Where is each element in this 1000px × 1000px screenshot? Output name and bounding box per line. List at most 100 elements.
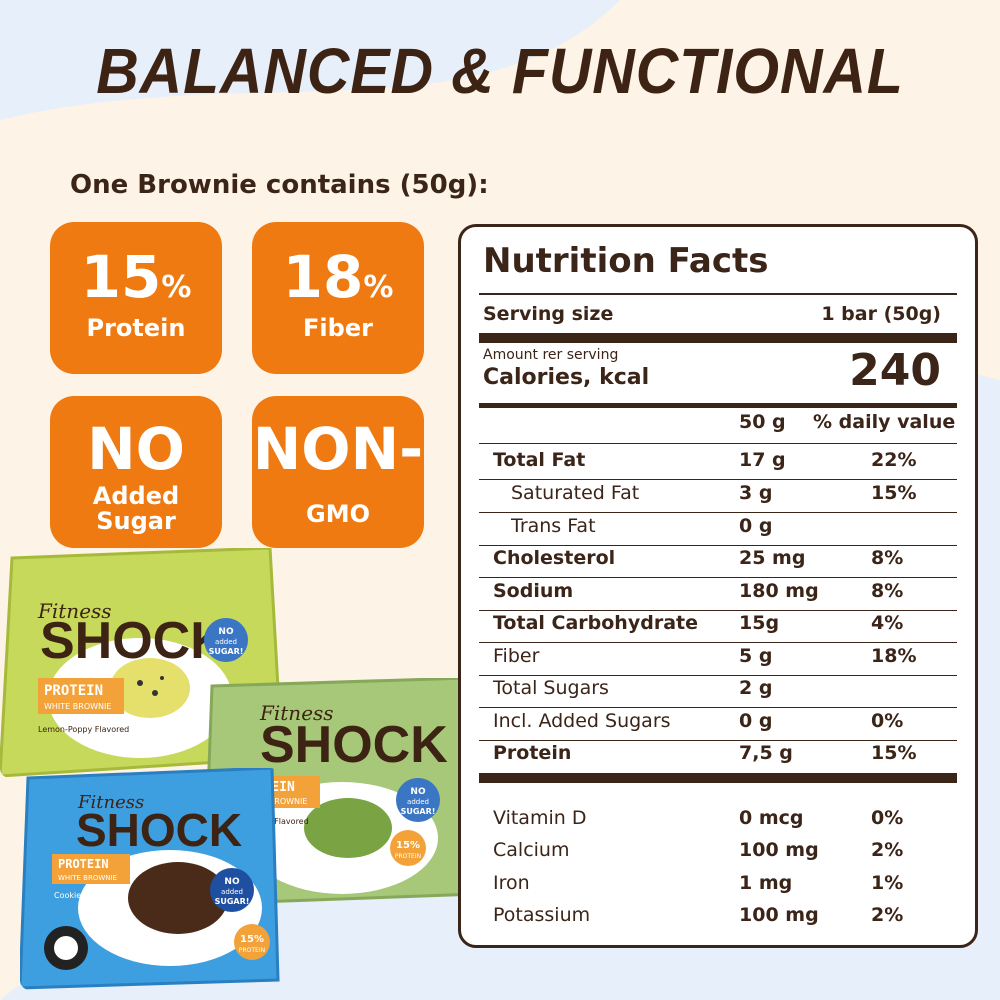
rule-row — [479, 512, 957, 513]
badge-fiber-value: 18 — [282, 243, 364, 311]
amount-per-serving-label: Amount rer serving — [483, 347, 619, 363]
vitamin-name: Iron — [493, 872, 530, 894]
nutrient-amount: 15g — [739, 612, 780, 634]
badge-added-label: Added — [92, 482, 180, 510]
nutrient-name: Total Sugars — [493, 677, 609, 699]
badge-fiber-label: Fiber — [303, 314, 373, 342]
nutrient-dv: 0% — [871, 710, 904, 732]
nutrient-amount: 25 mg — [739, 547, 806, 569]
nutrient-row: Cholesterol 25 mg 8% — [461, 547, 975, 579]
pack-cookie-brand: Fitness — [77, 792, 144, 813]
rule-row — [479, 577, 957, 578]
calories-label: Calories, kcal — [483, 365, 650, 390]
nutrient-name: Saturated Fat — [511, 482, 640, 504]
rule-vitamins — [479, 773, 957, 783]
pack-lemon-badge-added: added — [215, 638, 237, 646]
badge-no-added-sugar: NO Added Sugar — [50, 396, 222, 548]
pack-lemon-brand: Fitness — [37, 599, 112, 623]
pack-cookie-flavor: Cookie Cream — [54, 891, 110, 900]
badge-sugar-label: Sugar — [96, 507, 176, 536]
nutrient-name: Incl. Added Sugars — [493, 710, 671, 732]
pack-pistachio-protein-value: 15% — [396, 840, 420, 851]
serving-size-value: 1 bar (50g) — [821, 303, 941, 325]
vitamin-name: Vitamin D — [493, 807, 587, 829]
nutrient-amount: 180 mg — [739, 580, 819, 602]
rule-row — [479, 675, 957, 676]
vitamin-amount: 100 mg — [739, 904, 819, 926]
pack-pistachio-name: SHOCK — [260, 716, 448, 774]
nutrient-amount: 2 g — [739, 677, 773, 699]
nutrient-name: Fiber — [493, 645, 540, 667]
calories-value: 240 — [849, 345, 941, 396]
vitamin-name: Potassium — [493, 904, 591, 926]
vitamin-amount: 100 mg — [739, 839, 819, 861]
vitamin-dv: 2% — [871, 904, 904, 926]
badge-non-gmo: NON- GMO — [252, 396, 424, 548]
pack-lemon-badge-sugar: SUGAR! — [209, 647, 244, 656]
pack-pistachio-badge-no: NO — [410, 787, 426, 797]
rule-calories — [479, 403, 957, 408]
rule-row — [479, 545, 957, 546]
badge-protein-percent: % — [161, 270, 192, 305]
nutrient-name: Trans Fat — [511, 515, 596, 537]
nutrient-name: Protein — [493, 742, 572, 764]
nutrient-name: Sodium — [493, 580, 574, 602]
badge-non-value: NON- — [252, 415, 424, 483]
badge-fiber: 18% Fiber — [252, 222, 424, 374]
rule-row — [479, 479, 957, 480]
nutrient-row: Saturated Fat 3 g 15% — [461, 482, 975, 514]
rule-header — [479, 443, 957, 444]
column-header-row: 50 g % daily value — [461, 411, 975, 443]
pack-cookie-protein-value: 15% — [240, 934, 264, 945]
nutrient-row: Trans Fat 0 g — [461, 515, 975, 547]
nutrient-name: Total Fat — [493, 449, 586, 471]
nutrient-row: Total Carbohydrate 15g 4% — [461, 612, 975, 644]
pack-pistachio-protein-label: PROTEIN — [395, 853, 421, 860]
nutrient-dv: 8% — [871, 547, 904, 569]
vitamin-dv: 1% — [871, 872, 904, 894]
nutrient-row: Protein 7,5 g 15% — [461, 742, 975, 774]
vitamin-row: Calcium 100 mg 2% — [461, 839, 975, 871]
headline: BALANCED & FUNCTIONAL — [96, 35, 904, 107]
nutrient-name: Cholesterol — [493, 547, 616, 569]
pack-pistachio-badge-sugar: SUGAR! — [401, 807, 436, 816]
vitamin-amount: 1 mg — [739, 872, 793, 894]
nutrient-dv: 4% — [871, 612, 904, 634]
pack-pistachio-brand: Fitness — [259, 701, 334, 725]
badge-protein-label: Protein — [86, 314, 186, 342]
pack-lemon-sub: WHITE BROWNIE — [44, 702, 111, 711]
pack-lemon-flavor: Lemon-Poppy Flavored — [38, 725, 129, 734]
nutrient-dv: 8% — [871, 580, 904, 602]
rule-row — [479, 740, 957, 741]
serving-size-label: Serving size — [483, 303, 614, 325]
nutrient-row: Total Fat 17 g 22% — [461, 449, 975, 481]
nutrient-amount: 5 g — [739, 645, 773, 667]
pack-cookie-protein-label: PROTEIN — [239, 947, 265, 954]
nutrient-dv: 18% — [871, 645, 917, 667]
badge-gmo-label: GMO — [306, 500, 370, 528]
nutrient-row: Incl. Added Sugars 0 g 0% — [461, 710, 975, 742]
pack-cookie-type: PROTEIN — [58, 857, 109, 871]
pack-cookie-name: SHOCK — [76, 804, 242, 856]
vitamin-row: Potassium 100 mg 2% — [461, 904, 975, 936]
nutrition-facts-panel: Nutrition Facts Serving size 1 bar (50g)… — [458, 224, 978, 948]
pack-cookie-cream: Fitness SHOCK PROTEIN WHITE BROWNIE Cook… — [20, 768, 280, 990]
pack-lemon-type: PROTEIN — [44, 683, 103, 699]
pack-pistachio-badge-added: added — [407, 798, 429, 806]
pack-lemon-badge-no: NO — [218, 627, 234, 637]
subhead: One Brownie contains (50g): — [70, 170, 489, 200]
nutrient-amount: 17 g — [739, 449, 786, 471]
nutrient-amount: 0 g — [739, 515, 773, 537]
badge-fiber-percent: % — [363, 270, 394, 305]
nutrient-dv: 22% — [871, 449, 917, 471]
nutrient-row: Fiber 5 g 18% — [461, 645, 975, 677]
nutrient-row: Sodium 180 mg 8% — [461, 580, 975, 612]
column-dv-header: % daily value — [813, 411, 956, 433]
nutrient-amount: 7,5 g — [739, 742, 793, 764]
nutrient-dv: 15% — [871, 482, 917, 504]
badge-protein-value: 15 — [80, 243, 162, 311]
rule-row — [479, 707, 957, 708]
nutrient-amount: 0 g — [739, 710, 773, 732]
nutrient-amount: 3 g — [739, 482, 773, 504]
column-amount-header: 50 g — [739, 411, 786, 433]
